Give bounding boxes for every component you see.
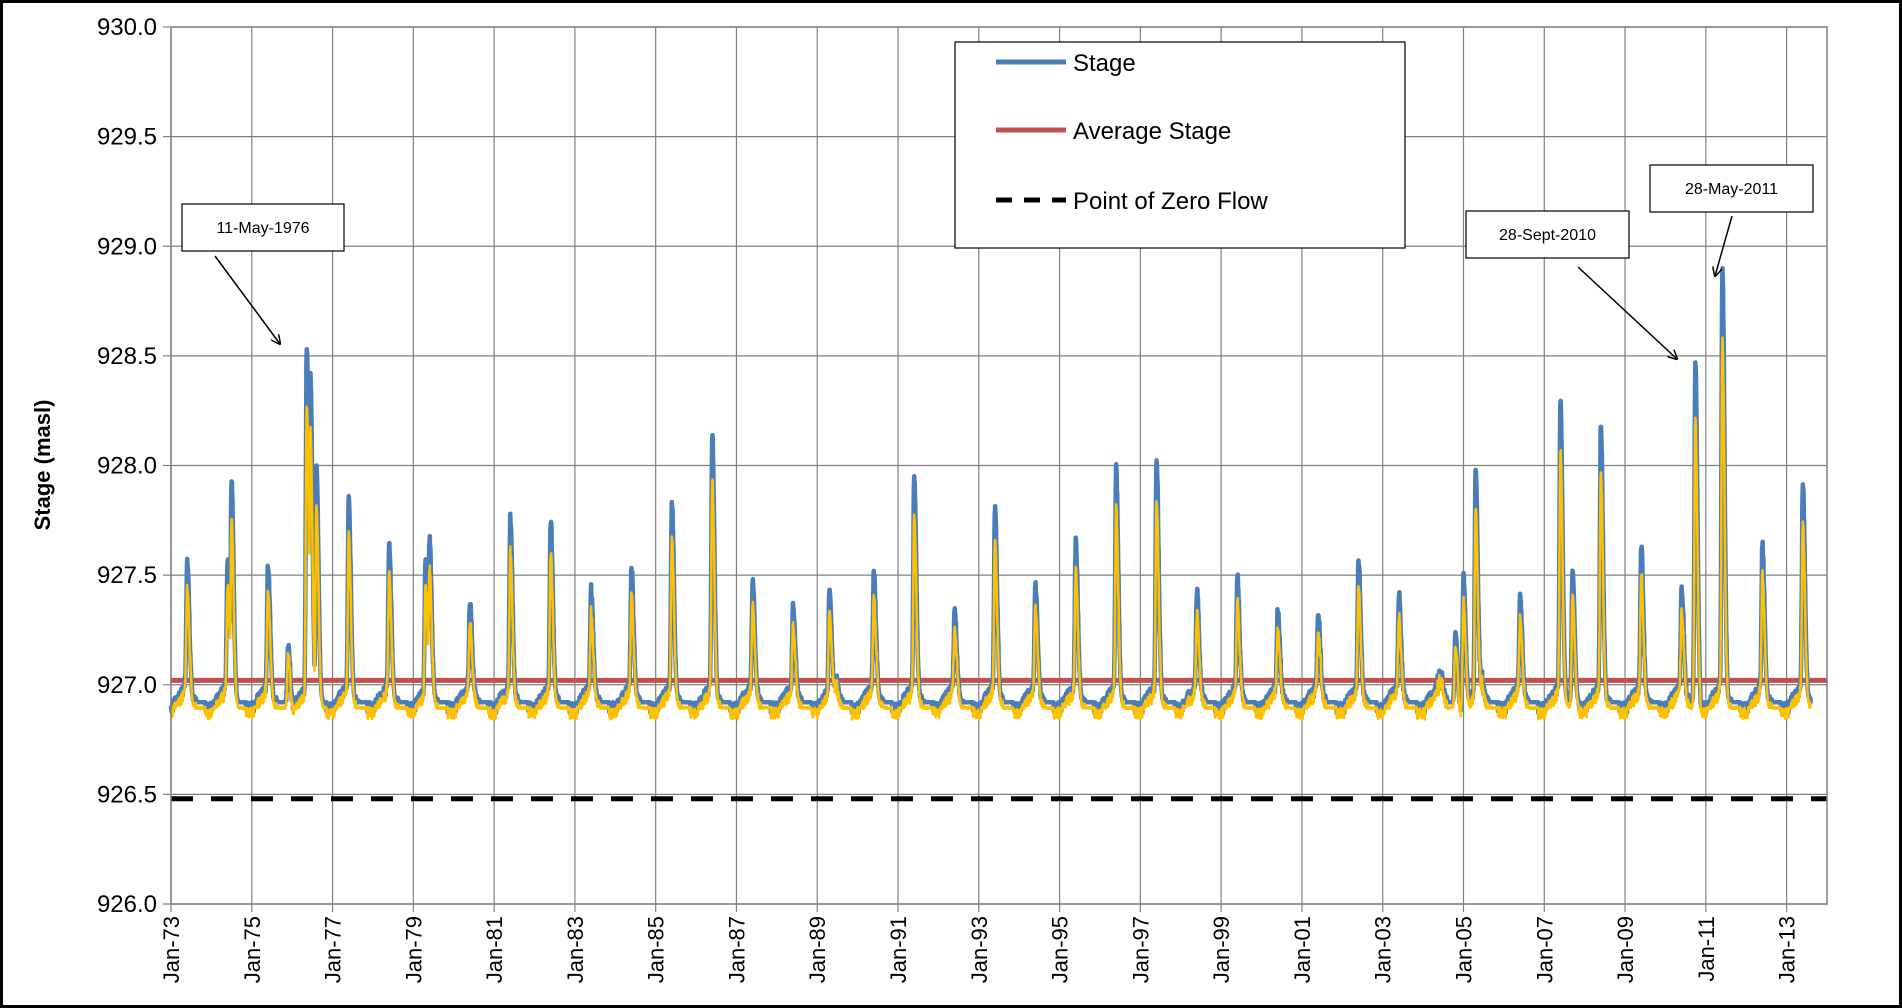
legend: Stage Average Stage Point of Zero Flow [954,41,1406,249]
legend-average-stage-label: Average Stage [1073,118,1231,145]
annotation-label: 28-Sept-2010 [1499,227,1596,244]
x-tick-label: Jan-05 [1451,916,1476,983]
x-tick-label: Jan-87 [724,916,749,983]
annotation-box [1465,210,1630,259]
x-tick-label: Jan-91 [886,916,911,983]
x-tick-label: Jan-03 [1371,916,1396,983]
x-tick-label: Jan-73 [159,916,184,983]
y-tick-label: 928.5 [97,343,157,370]
annotation-arrow [214,255,280,344]
legend-box [954,41,1406,249]
annotations: 11-May-1976 28-Sept-2010 28-May-2011 [181,164,1814,359]
x-tick-label: Jan-89 [805,916,830,983]
x-tick-label: Jan-79 [401,916,426,983]
y-tick-label: 928.0 [97,453,157,480]
annotation-label: 11-May-1976 [216,220,309,237]
x-tick-label: Jan-01 [1290,916,1315,983]
x-tick-label: Jan-81 [482,916,507,983]
y-tick-label: 927.0 [97,672,157,699]
annotation-arrow [1577,266,1677,359]
secondary-series-line [169,336,1812,721]
x-tick-label: Jan-95 [1048,916,1073,983]
legend-zero-flow-label: Point of Zero Flow [1073,188,1268,215]
annotation-box [1649,164,1814,213]
x-tick-label: Jan-75 [240,916,265,983]
annotation-label: 28-May-2011 [1685,181,1778,198]
y-tick-label: 926.5 [97,781,157,808]
y-tick-label: 930.0 [97,14,157,41]
y-tick-label: 929.0 [97,233,157,260]
y-axis-ticks: 926.0 926.5 927.0 927.5 928.0 928.5 929.0 929.5… [97,14,171,918]
x-tick-label: Jan-77 [321,916,346,983]
x-tick-label: Jan-93 [967,916,992,983]
y-tick-label: 927.5 [97,562,157,589]
y-tick-label: 926.0 [97,891,157,918]
annotation-arrow [1715,215,1733,276]
x-tick-label: Jan-13 [1775,916,1800,983]
x-tick-label: Jan-99 [1209,916,1234,983]
x-tick-label: Jan-09 [1613,916,1638,983]
series-lines [168,265,1814,721]
y-axis-label: Stage (masl) [30,400,55,531]
x-axis-ticks: Jan-73 Jan-75 Jan-77 Jan-79 Jan-81 Jan-83 Jan-… [159,904,1800,983]
x-tick-label: Jan-85 [644,916,669,983]
x-tick-label: Jan-11 [1694,916,1719,982]
annotation-box [181,203,345,252]
x-tick-label: Jan-83 [563,916,588,983]
y-tick-label: 929.5 [97,124,157,151]
x-tick-label: Jan-97 [1128,916,1153,983]
x-tick-label: Jan-07 [1532,916,1557,983]
legend-stage-label: Stage [1073,50,1136,77]
